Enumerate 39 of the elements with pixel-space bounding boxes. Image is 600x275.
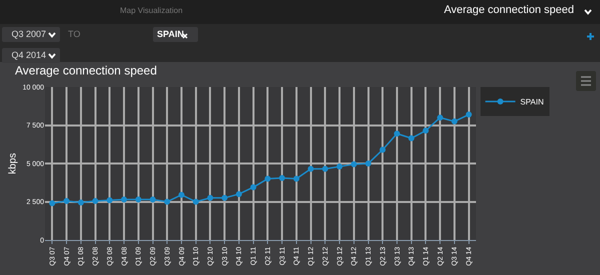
point	[336, 164, 343, 170]
point	[192, 198, 199, 205]
point	[250, 184, 256, 190]
point	[322, 166, 328, 172]
point	[207, 194, 214, 201]
point	[49, 200, 56, 206]
text: Map Visualization	[120, 6, 183, 15]
text: Average connection speed	[444, 4, 574, 16]
point	[293, 176, 300, 182]
point	[106, 197, 113, 204]
point	[121, 196, 128, 202]
point	[365, 160, 372, 166]
point	[350, 161, 357, 168]
point	[178, 192, 184, 198]
point	[380, 146, 386, 153]
point	[222, 194, 228, 201]
point	[408, 135, 414, 142]
point	[394, 130, 400, 137]
point	[78, 200, 84, 206]
text: SPAIN	[153, 27, 198, 42]
chart-title: Average connection speed	[15, 63, 157, 78]
point	[236, 191, 242, 198]
point	[164, 198, 170, 205]
point	[264, 176, 271, 182]
point	[64, 198, 70, 204]
point	[92, 198, 98, 204]
point	[308, 166, 314, 172]
point	[150, 196, 156, 202]
y-axis-title: kbps	[8, 152, 19, 174]
point	[437, 114, 444, 121]
point	[451, 118, 458, 124]
point	[279, 175, 286, 182]
text: TO	[68, 29, 80, 39]
legend-label: SPAIN	[520, 98, 544, 107]
text: Q4 2014	[2, 48, 60, 63]
text: Q3 2007	[2, 27, 60, 42]
point	[466, 112, 472, 118]
point	[422, 128, 429, 134]
point	[135, 196, 142, 202]
